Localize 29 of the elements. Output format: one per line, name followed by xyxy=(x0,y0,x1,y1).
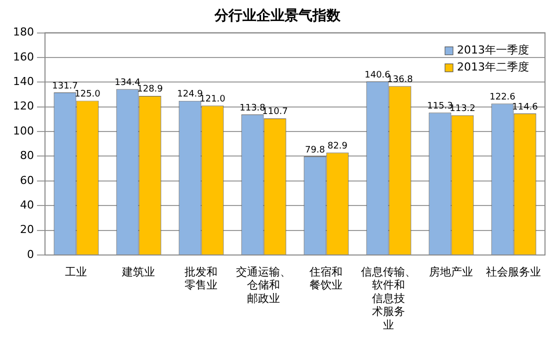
x-tick-label: 工业 xyxy=(65,265,88,278)
x-tick-label: 房地产业 xyxy=(429,265,474,278)
y-tick-label: 160 xyxy=(12,50,34,64)
legend-label: 2013年一季度 xyxy=(457,44,529,57)
legend-label: 2013年二季度 xyxy=(457,60,529,74)
y-tick-label: 100 xyxy=(12,124,34,138)
x-tick-label: 住宿和餐饮业 xyxy=(310,265,343,292)
y-tick-label: 180 xyxy=(12,26,34,39)
data-label: 79.8 xyxy=(304,145,326,156)
y-tick-label: 140 xyxy=(12,75,34,88)
y-tick-label: 60 xyxy=(20,174,34,187)
data-label: 125.0 xyxy=(74,90,101,100)
x-tick-label: 建筑业 xyxy=(121,265,156,278)
x-tick-label: 交通运输、仓储和邮政业 xyxy=(236,265,292,305)
y-tick-label: 120 xyxy=(12,100,34,113)
data-label: 110.7 xyxy=(262,107,288,118)
data-label: 122.6 xyxy=(490,92,516,102)
x-tick-label: 信息传输、软件和信息技术服务业 xyxy=(361,265,416,332)
y-tick-label: 20 xyxy=(20,223,34,236)
y-tick-label: 80 xyxy=(20,149,34,162)
data-label: 131.7 xyxy=(52,81,78,92)
data-label: 114.6 xyxy=(512,102,538,112)
y-tick-label: 40 xyxy=(20,198,34,212)
x-tick-label: 社会服务业 xyxy=(486,265,542,278)
chart-title: 分行业企业景气指数 xyxy=(214,8,342,24)
x-tick-label: 批发和零售业 xyxy=(184,265,218,292)
data-label: 128.9 xyxy=(137,84,164,95)
y-tick-label: 0 xyxy=(26,248,34,261)
data-label: 82.9 xyxy=(327,142,348,152)
